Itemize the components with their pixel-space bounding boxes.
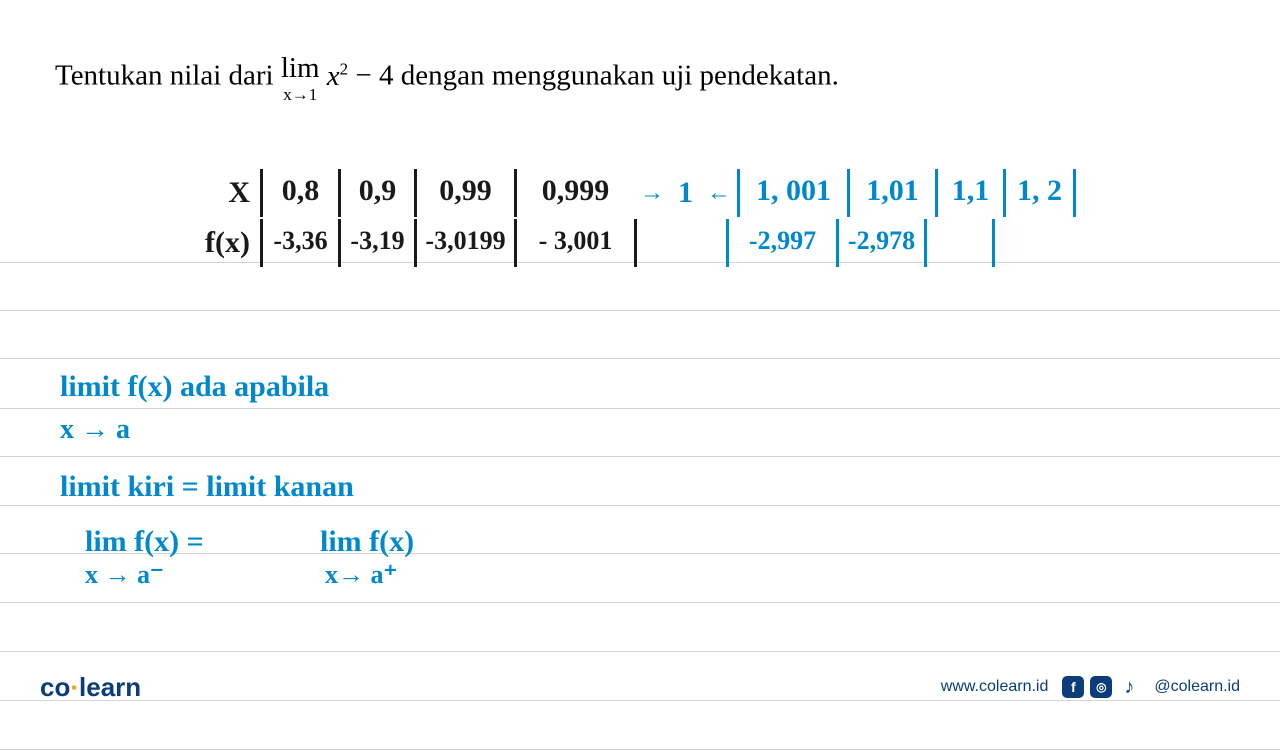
footer: co·learn www.colearn.id f ◎ ♪ @colearn.i… (0, 672, 1280, 702)
table-cell-fx: -3,0199 (414, 219, 514, 267)
table-cell-x: 0,99 (414, 169, 514, 217)
note-x-to-a-plus: x→ a⁺ (325, 560, 397, 590)
arrow-left-icon: ← (701, 180, 737, 207)
instagram-icon: ◎ (1090, 676, 1112, 698)
table-cell-x: 1, 001 (737, 169, 847, 217)
note-lim-right: lim f(x) (320, 525, 414, 559)
table-header-x: X (180, 176, 260, 210)
table-cell-x: 1,1 (935, 169, 1003, 217)
table-cell-fx: -3,36 (260, 219, 338, 267)
table-cell-x: 0,9 (338, 169, 414, 217)
tiktok-icon: ♪ (1118, 676, 1140, 698)
note-x-to-a-minus: x → a⁻ (85, 560, 164, 590)
table-cell-fx (992, 219, 1062, 267)
table-cell-x: 0,999 (514, 169, 634, 217)
problem-prefix: Tentukan nilai dari (55, 60, 274, 92)
table-header-fx: f(x) (180, 226, 260, 260)
social-icons: f ◎ ♪ (1062, 676, 1140, 698)
table-cell-fx: -3,19 (338, 219, 414, 267)
table-cell-x: 0,8 (260, 169, 338, 217)
table-center-value: 1 (670, 176, 701, 210)
table-cell-x: 1,01 (847, 169, 935, 217)
brand-logo: co·learn (40, 672, 141, 703)
table-cell-fx (924, 219, 992, 267)
table-cell-fx: -2,997 (726, 219, 836, 267)
limit-table: X 0,80,90,990,999→1←1, 0011,011,11, 2 f(… (180, 168, 1076, 268)
table-cell-x: 1, 2 (1003, 169, 1073, 217)
table-cell-fx: - 3,001 (514, 219, 634, 267)
note-limit-exists: limit f(x) ada apabila (60, 370, 329, 404)
expr-base: x2 (327, 60, 348, 92)
note-x-to-a: x → a (60, 414, 130, 446)
table-cell-fx: -2,978 (836, 219, 924, 267)
note-left-equals-right: limit kiri = limit kanan (60, 470, 354, 504)
expr-rest: − 4 dengan menggunakan uji pendekatan. (348, 60, 839, 92)
note-lim-left: lim f(x) = (85, 525, 204, 559)
social-handle: @colearn.id (1154, 678, 1240, 696)
facebook-icon: f (1062, 676, 1084, 698)
website-url: www.colearn.id (941, 678, 1049, 696)
arrow-right-icon: → (634, 180, 670, 207)
limit-expression: lim x→1 (281, 50, 320, 106)
problem-statement: Tentukan nilai dari lim x→1 x2 − 4 denga… (55, 50, 1225, 106)
